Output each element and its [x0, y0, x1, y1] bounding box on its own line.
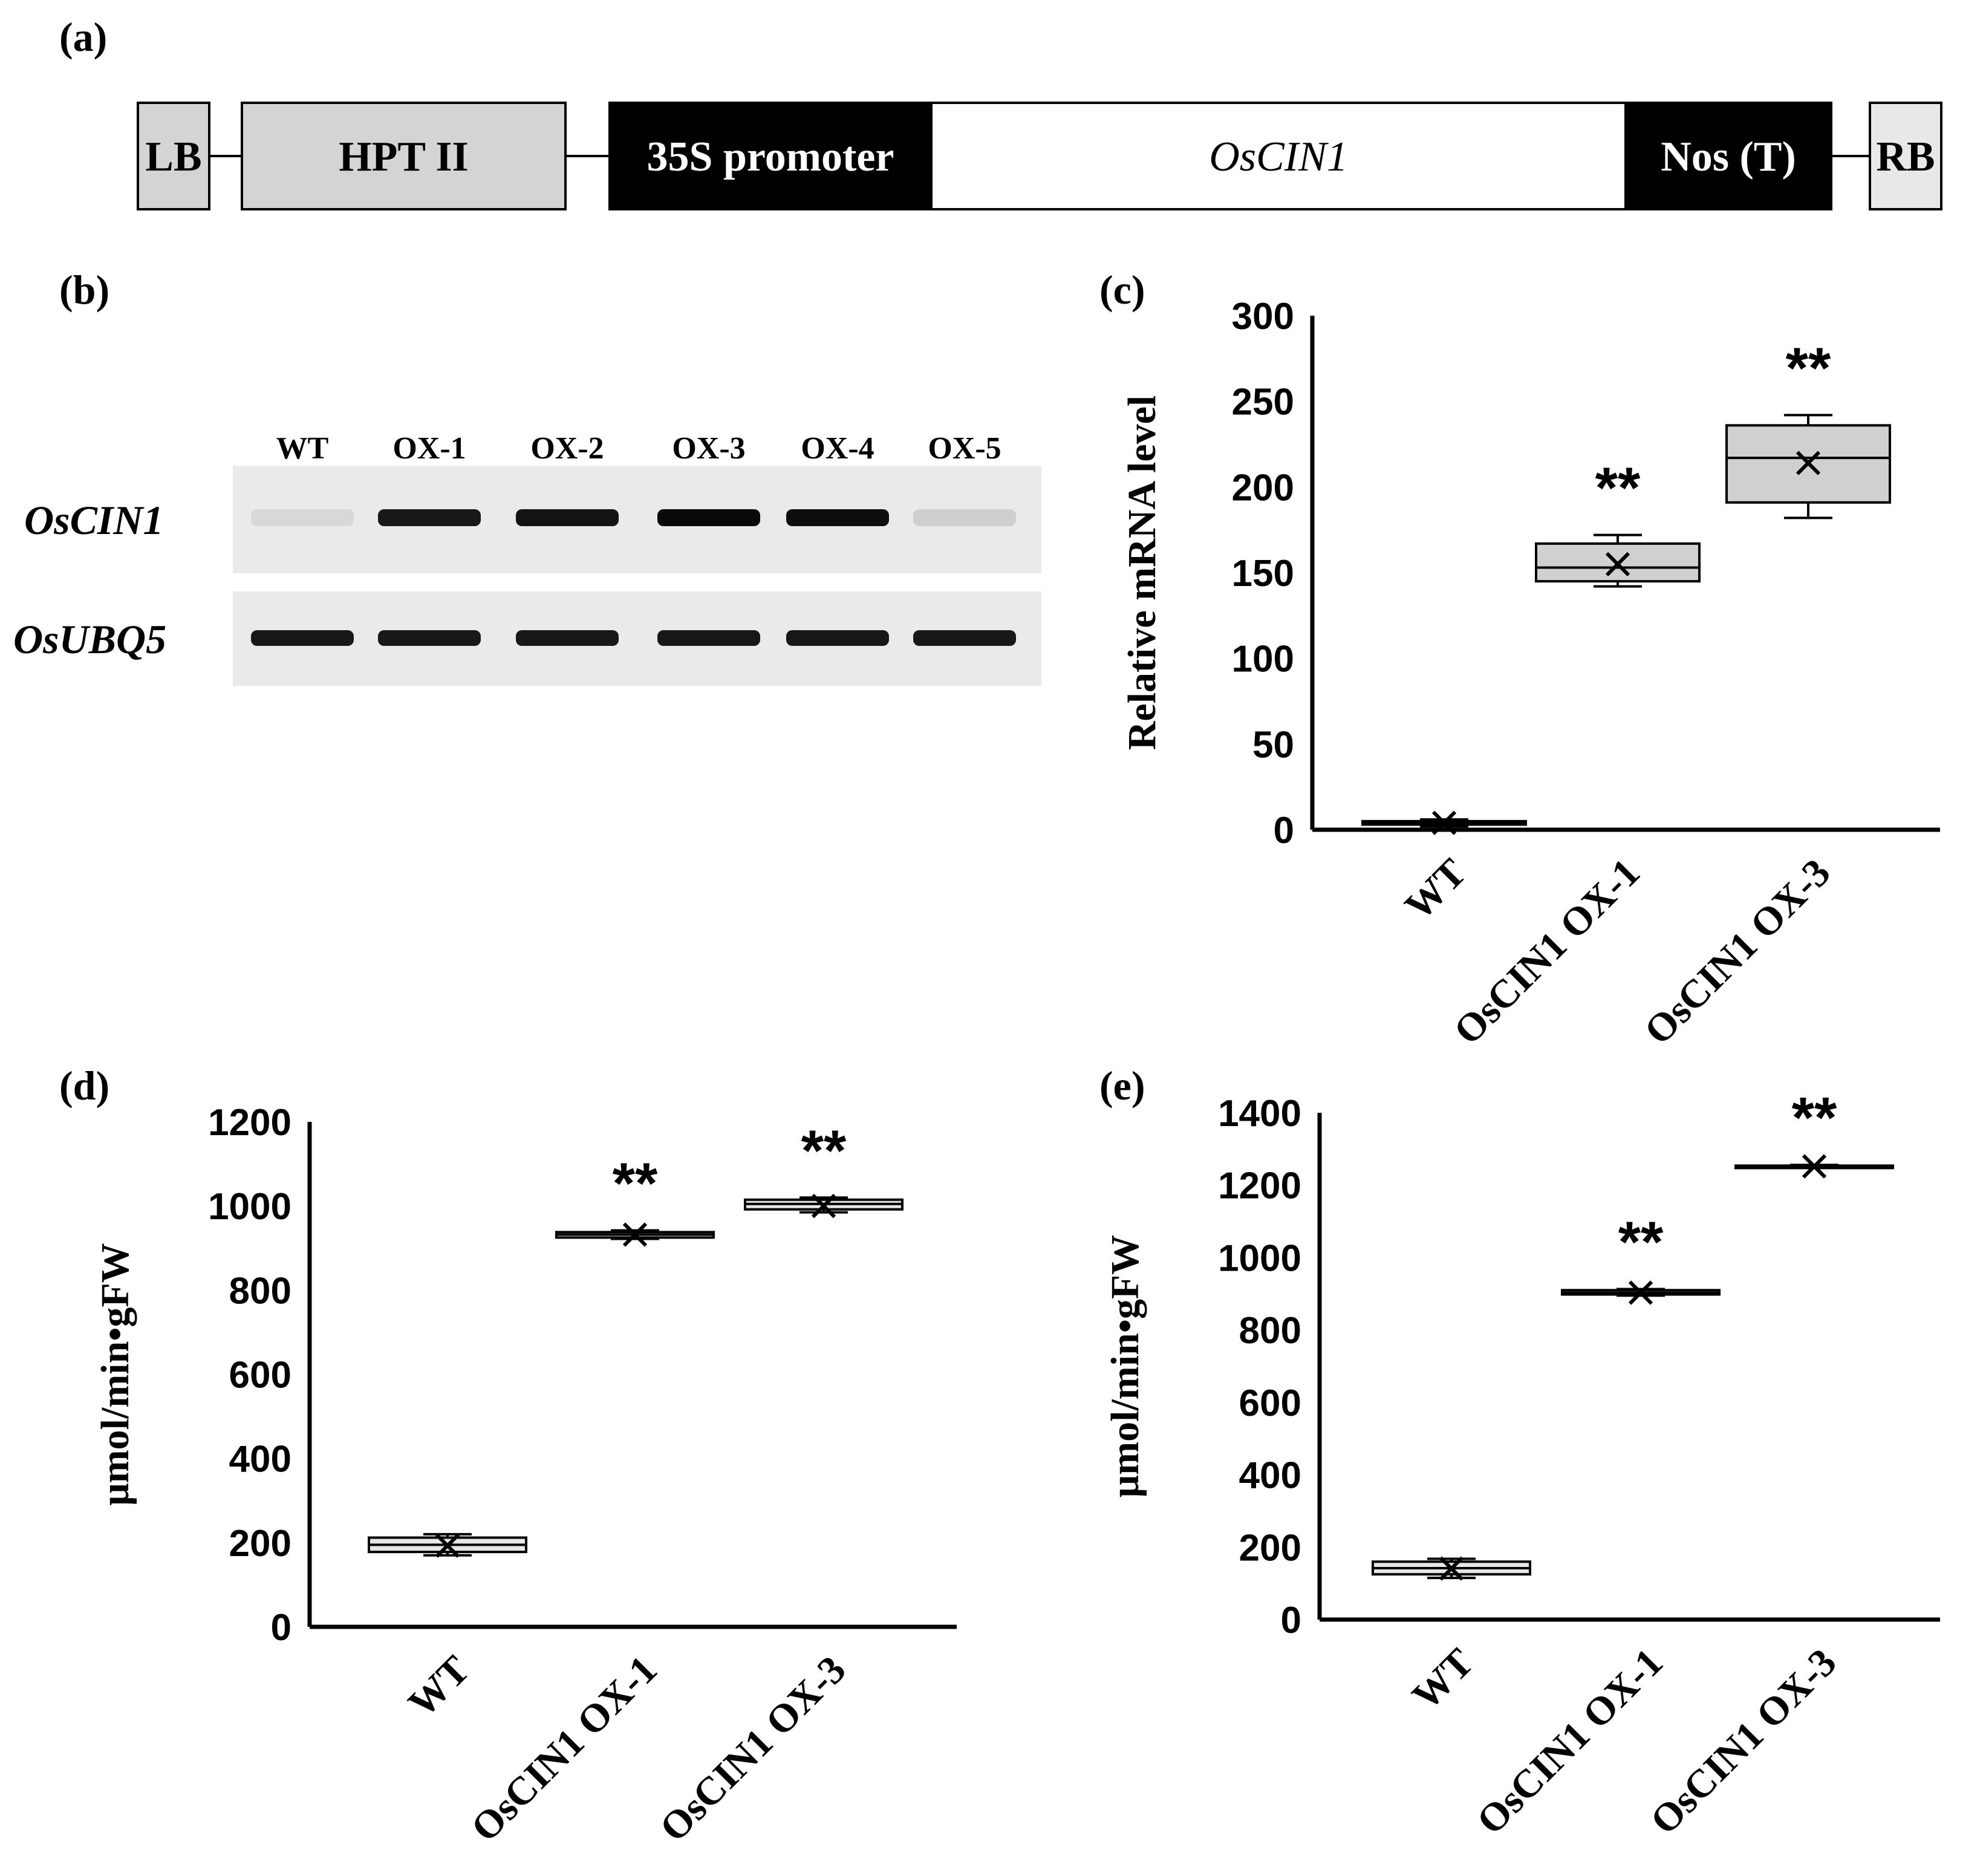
gel-lane-label-ox-3: OX-3: [672, 431, 745, 466]
x-tick-label-oscin1-ox-3: OsCIN1 OX-3: [651, 1647, 855, 1851]
gel-image: WT OX-1 OX-2 OX-3 OX-4 OX-5 OsCIN1 OsUBQ5: [13, 431, 1041, 686]
y-tick-label-800: 800: [229, 1270, 291, 1312]
gel-band-osubq5-ox-3: [657, 630, 760, 646]
gel-lane-label-wt: WT: [276, 431, 329, 466]
y-tick-label-0: 0: [1281, 1600, 1301, 1641]
y-tick-label-600: 600: [1239, 1383, 1301, 1424]
construct-segment-oscin1: [930, 102, 1627, 210]
chart-e: 0200400600800100012001400μmol/min•gFWWTO…: [1103, 1086, 1940, 1843]
gel-band-oscin1-ox-4: [786, 509, 889, 526]
gel-band-oscin1-ox-3: [657, 509, 760, 526]
y-tick-label-400: 400: [1239, 1455, 1301, 1497]
significance-label-oscin1-ox-3: **: [1792, 1086, 1837, 1150]
construct-label-hpt-ii: HPT II: [339, 134, 469, 180]
panel-label-a: (a): [59, 14, 107, 60]
x-tick-label-wt: WT: [1404, 1640, 1482, 1718]
construct-label-rb: RB: [1876, 134, 1935, 180]
construct-label-35s-promoter: 35S promoter: [647, 134, 894, 180]
y-tick-label-300: 300: [1232, 296, 1294, 337]
y-axis-title: μmol/min•gFW: [1103, 1235, 1147, 1498]
panel-label-e: (e): [1099, 1063, 1145, 1109]
gel-band-oscin1-wt: [251, 509, 354, 526]
x-tick-label-wt: WT: [400, 1647, 478, 1725]
x-tick-label-oscin1-ox-1: OsCIN1 OX-1: [1445, 850, 1649, 1054]
significance-label-oscin1-ox-1: **: [1618, 1210, 1664, 1275]
mean-marker-b-oscin1-ox-3: [1796, 451, 1821, 475]
mean-marker-b-wt: [1439, 1556, 1464, 1581]
mean-marker-b-wt: [1431, 810, 1457, 835]
y-tick-label-150: 150: [1232, 553, 1294, 594]
panel-label-c: (c): [1099, 267, 1145, 313]
significance-label-oscin1-ox-1: **: [1595, 456, 1641, 521]
gel-lane-label-ox-2: OX-2: [530, 431, 604, 466]
y-tick-label-1200: 1200: [208, 1102, 291, 1144]
panel-label-d: (d): [59, 1063, 109, 1109]
gel-band-oscin1-ox-2: [516, 509, 619, 526]
gel-lane-label-ox-5: OX-5: [928, 431, 1001, 466]
gel-band-oscin1-ox-5: [913, 509, 1016, 526]
x-tick-label-oscin1-ox-3: OsCIN1 OX-3: [1636, 850, 1839, 1054]
gel-band-osubq5-ox-1: [378, 630, 481, 646]
construct-label-nos-t: Nos (T): [1661, 134, 1796, 180]
y-tick-label-400: 400: [229, 1439, 291, 1480]
panel-label-b: (b): [59, 267, 109, 313]
y-tick-label-250: 250: [1232, 382, 1294, 423]
construct-label-oscin1: OsCIN1: [1209, 134, 1347, 180]
y-tick-label-0: 0: [271, 1607, 291, 1649]
significance-label-oscin1-ox-3: **: [1786, 336, 1831, 400]
gel-strip-oscin1: [233, 466, 1041, 573]
gel-strip-osubq5: [233, 591, 1041, 686]
gel-row-label-oscin1: OsCIN1: [24, 497, 164, 543]
gel-band-osubq5-ox-5: [913, 630, 1016, 646]
mean-marker-b-wt: [435, 1533, 460, 1558]
construct-segment-rb: [1869, 102, 1942, 210]
y-tick-label-0: 0: [1274, 810, 1294, 852]
chart-d: 020040060080010001200μmol/min•gFWWTOsCIN…: [93, 1102, 957, 1851]
x-tick-label-wt: WT: [1396, 850, 1474, 928]
y-tick-label-100: 100: [1232, 639, 1294, 680]
gel-band-osubq5-wt: [251, 630, 354, 646]
y-axis-title: μmol/min•gFW: [93, 1243, 137, 1506]
significance-label-oscin1-ox-1: **: [613, 1151, 658, 1216]
significance-label-oscin1-ox-3: **: [801, 1118, 847, 1183]
x-tick-label-oscin1-ox-1: OsCIN1 OX-1: [1468, 1640, 1672, 1843]
construct-segment-hpt-ii: [241, 102, 567, 210]
y-tick-label-200: 200: [1239, 1527, 1301, 1569]
gel-band-osubq5-ox-4: [786, 630, 889, 646]
gel-row-label-osubq5: OsUBQ5: [13, 616, 166, 662]
box-oscin1-ox-3: [1725, 424, 1891, 504]
gel-lane-label-ox-1: OX-1: [392, 431, 466, 466]
mean-marker-b-oscin1-ox-1: [1605, 552, 1630, 576]
mean-marker-b-oscin1-ox-1: [1628, 1280, 1653, 1305]
gel-lane-label-ox-4: OX-4: [801, 431, 874, 466]
x-tick-label-oscin1-ox-3: OsCIN1 OX-3: [1642, 1640, 1845, 1843]
mean-marker-b-oscin1-ox-3: [811, 1194, 836, 1219]
y-tick-label-800: 800: [1239, 1310, 1301, 1352]
y-tick-label-1200: 1200: [1218, 1165, 1301, 1207]
y-tick-label-200: 200: [229, 1523, 291, 1565]
gel-band-osubq5-ox-2: [516, 630, 619, 646]
x-tick-label-oscin1-ox-1: OsCIN1 OX-1: [463, 1647, 666, 1851]
y-tick-label-1000: 1000: [208, 1186, 291, 1228]
mean-marker-b-oscin1-ox-1: [622, 1222, 648, 1247]
construct-segment-lb: [137, 102, 210, 210]
y-tick-label-200: 200: [1232, 467, 1294, 509]
y-tick-label-1400: 1400: [1218, 1093, 1301, 1135]
construct-diagram: LB HPT II 35S promoter OsCIN1 Nos (T) RB: [137, 102, 1942, 210]
construct-segment-35s-promoter: [608, 102, 933, 210]
mean-marker-b-oscin1-ox-3: [1802, 1154, 1827, 1179]
construct-segment-nos-t: [1624, 102, 1832, 210]
y-tick-label-600: 600: [229, 1355, 291, 1396]
gel-band-oscin1-ox-1: [378, 509, 481, 526]
y-tick-label-1000: 1000: [1218, 1237, 1301, 1279]
construct-label-lb: LB: [145, 134, 201, 180]
y-axis-title: Relative mRNA level: [1120, 396, 1164, 751]
y-tick-label-50: 50: [1252, 724, 1294, 766]
